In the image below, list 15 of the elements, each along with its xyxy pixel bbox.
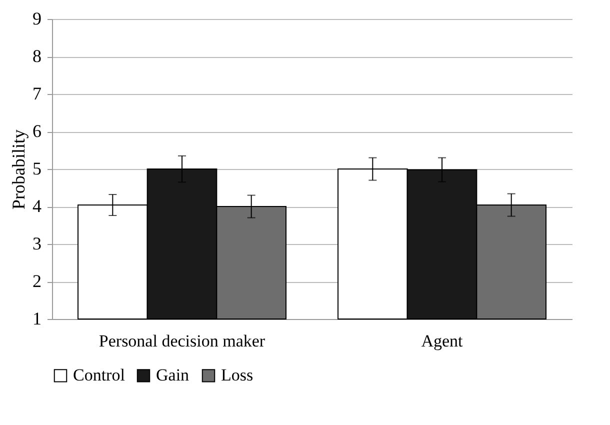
legend-label: Loss bbox=[221, 366, 254, 385]
x-tick-label: Personal decision maker bbox=[98, 332, 266, 350]
y-tick-label: 4 bbox=[32, 196, 42, 216]
legend-label: Gain bbox=[156, 366, 190, 385]
x-tick-label: Agent bbox=[421, 332, 464, 350]
y-axis-title: Probability bbox=[8, 130, 28, 210]
y-tick-label: 9 bbox=[32, 8, 42, 28]
y-tick-label: 8 bbox=[32, 46, 42, 66]
y-tick-label: 1 bbox=[32, 308, 42, 328]
y-tick-label: 6 bbox=[32, 121, 42, 141]
y-tick-label: 3 bbox=[32, 234, 42, 254]
y-tick-label: 5 bbox=[32, 158, 42, 178]
y-tick-label: 2 bbox=[32, 271, 42, 291]
y-tick-label: 7 bbox=[32, 84, 42, 104]
legend-label: Control bbox=[73, 366, 126, 385]
